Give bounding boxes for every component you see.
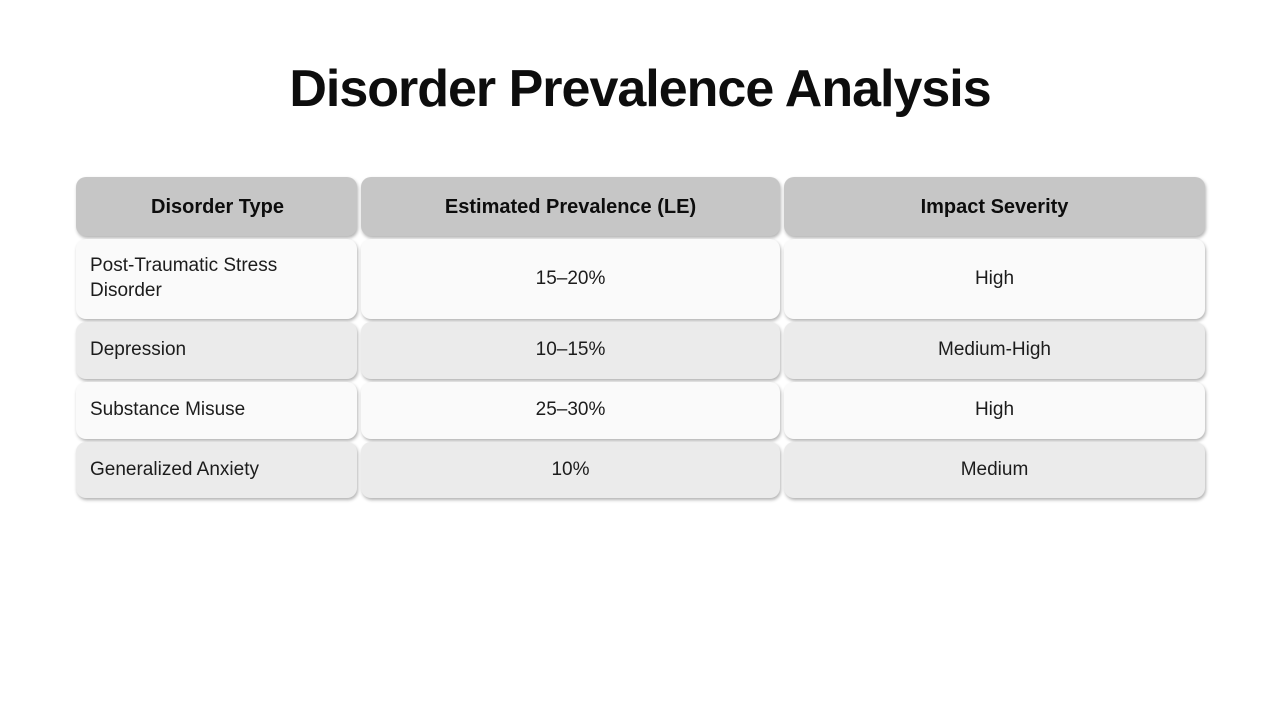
column-header-impact-severity: Impact Severity <box>784 177 1205 236</box>
table-cell-prevalence: 25–30% <box>361 382 780 439</box>
table-cell-severity: High <box>784 382 1205 439</box>
table-cell-prevalence: 10–15% <box>361 322 780 379</box>
page-title: Disorder Prevalence Analysis <box>289 60 991 118</box>
prevalence-table: Disorder Type Estimated Prevalence (LE) … <box>76 177 1205 498</box>
table-cell-disorder: Substance Misuse <box>76 382 357 439</box>
table-cell-disorder: Depression <box>76 322 357 379</box>
column-header-estimated-prevalence: Estimated Prevalence (LE) <box>361 177 780 236</box>
table-cell-severity: Medium <box>784 442 1205 498</box>
table-cell-prevalence: 10% <box>361 442 780 498</box>
column-header-disorder-type: Disorder Type <box>76 177 357 236</box>
table-cell-severity: High <box>784 239 1205 319</box>
table-cell-disorder: Post-Traumatic Stress Disorder <box>76 239 357 319</box>
table-cell-severity: Medium-High <box>784 322 1205 379</box>
table-cell-disorder: Generalized Anxiety <box>76 442 357 498</box>
table-cell-prevalence: 15–20% <box>361 239 780 319</box>
